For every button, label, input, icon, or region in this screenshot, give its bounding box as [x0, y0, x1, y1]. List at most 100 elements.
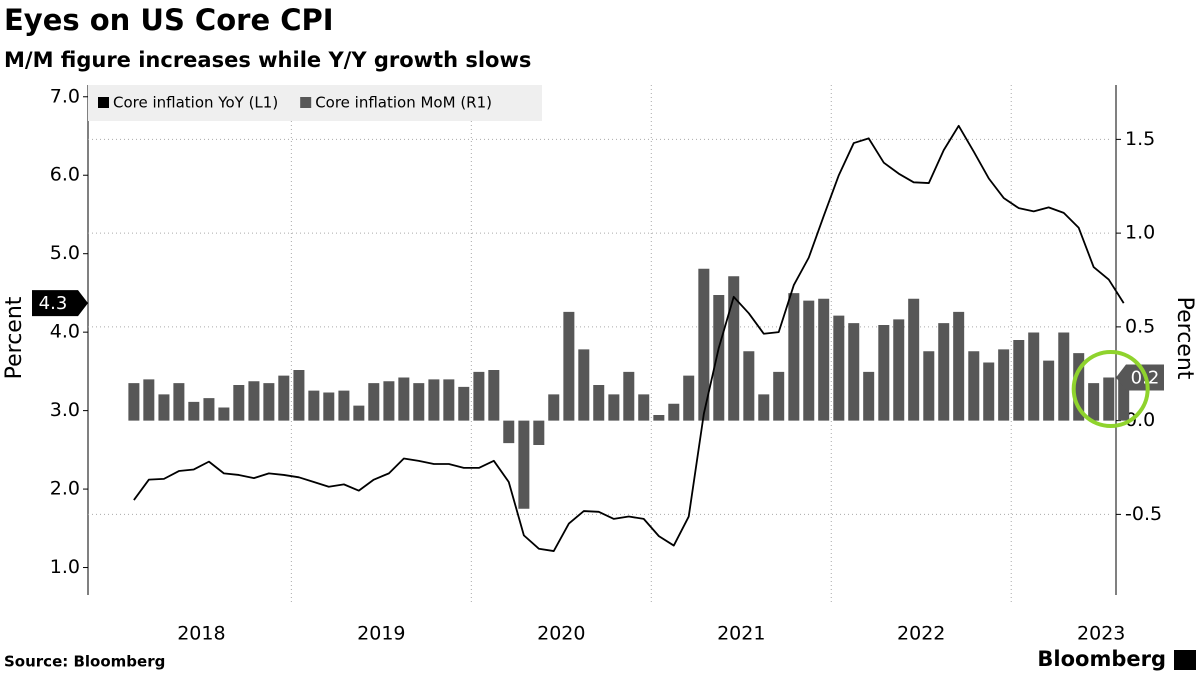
bar [683, 375, 695, 421]
bar [188, 401, 200, 421]
value-tag [32, 290, 88, 317]
chart-subtitle: M/M figure increases while Y/Y growth sl… [4, 48, 531, 72]
bar [368, 383, 380, 421]
y2-tick-label: 0.0 [1125, 409, 1155, 431]
bar [398, 377, 410, 421]
y-tick-label: 3.0 [50, 399, 80, 421]
legend-swatch [98, 97, 109, 108]
legend-label: Core inflation MoM (R1) [315, 94, 492, 112]
bar [353, 405, 365, 421]
bar [1058, 332, 1070, 421]
bar [818, 298, 830, 421]
bar [428, 379, 440, 421]
y-tick-label: 1.0 [50, 556, 80, 578]
x-tick-label: 2019 [357, 623, 405, 645]
highlight-circle [1071, 350, 1150, 428]
y2-tick-label: -0.5 [1125, 503, 1162, 525]
legend-swatch [300, 97, 312, 108]
bar [608, 394, 620, 421]
bar [743, 351, 755, 421]
bar [863, 371, 875, 421]
bar [533, 420, 545, 445]
bar [788, 293, 800, 421]
bar [1013, 340, 1025, 421]
legend-box [88, 85, 542, 121]
bar [848, 323, 860, 421]
bar [878, 325, 890, 421]
bar [413, 383, 425, 421]
bar [1118, 377, 1130, 421]
bar [503, 420, 515, 444]
bar [893, 319, 905, 421]
bar [998, 349, 1010, 421]
bar [758, 394, 770, 421]
legend: Core inflation YoY (L1) Core inflation Mo… [88, 85, 542, 121]
bar [338, 390, 350, 421]
bar [578, 349, 590, 421]
bar [203, 398, 215, 421]
bar [233, 385, 245, 421]
y-tick-label: 4.0 [50, 321, 80, 343]
bar [293, 370, 305, 421]
bar [803, 300, 815, 421]
bar [728, 276, 740, 421]
y2-tick-label: 0.5 [1125, 315, 1155, 337]
bar [593, 385, 605, 421]
bar [248, 381, 260, 421]
x-tick-label: 2023 [1077, 623, 1125, 645]
bar [143, 379, 155, 421]
legend-label: Core inflation YoY (L1) [113, 94, 278, 112]
bar [698, 268, 710, 421]
bar [1028, 332, 1040, 421]
y-tick-label: 2.0 [50, 478, 80, 500]
x-tick-label: 2021 [717, 623, 765, 645]
bar [218, 407, 230, 421]
bar [443, 379, 455, 421]
bar [833, 315, 845, 421]
brand-icon [1174, 650, 1196, 670]
x-tick-label: 2018 [177, 623, 225, 645]
value-tag-label: 4.3 [39, 293, 68, 314]
bar [323, 392, 335, 421]
bar [1043, 360, 1055, 421]
source: Source: Bloomberg [4, 653, 165, 671]
value-tag [1116, 364, 1164, 391]
bar [563, 311, 575, 421]
bar [308, 390, 320, 421]
bar [158, 394, 170, 421]
bar [518, 420, 530, 509]
bar [383, 381, 395, 421]
bar [458, 386, 470, 421]
y2-tick-label: 1.0 [1125, 222, 1155, 244]
bar [908, 298, 920, 421]
chart-title: Eyes on US Core CPI [4, 3, 334, 37]
bar [488, 370, 500, 421]
bar [713, 295, 725, 421]
bar [653, 415, 665, 421]
bar [623, 371, 635, 421]
bar [668, 403, 680, 421]
x-tick-label: 2022 [897, 623, 945, 645]
bar [938, 323, 950, 421]
y2-axis-label: Percent [1172, 297, 1197, 380]
plot: 1.0 2.0 3.0 4.0 5.0 6.0 7.0 -0.5 0.0 0.5 1.0 1.5 201… [32, 85, 1164, 645]
bar [128, 383, 140, 421]
line [133, 124, 1125, 552]
bar [1103, 377, 1115, 421]
bar [278, 375, 290, 421]
bar [638, 394, 650, 421]
bar [548, 394, 560, 421]
x-tick-label: 2020 [537, 623, 585, 645]
bar [983, 362, 995, 421]
bar [263, 383, 275, 421]
y-tick-label: 5.0 [50, 242, 80, 264]
y-tick-label: 7.0 [50, 85, 80, 107]
bar [473, 371, 485, 421]
y-tick-label: 6.0 [50, 164, 80, 186]
bar [953, 311, 965, 421]
y2-tick-label: 1.5 [1125, 128, 1155, 150]
bar [923, 351, 935, 421]
bar [1088, 383, 1100, 421]
bar [1073, 353, 1085, 421]
